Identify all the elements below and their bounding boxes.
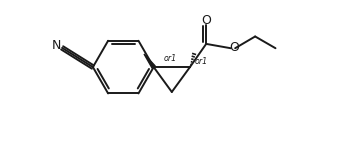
Text: or1: or1 — [195, 57, 208, 66]
Polygon shape — [144, 54, 155, 68]
Text: or1: or1 — [164, 54, 177, 63]
Text: O: O — [229, 41, 239, 54]
Text: O: O — [201, 14, 211, 27]
Text: N: N — [52, 40, 62, 52]
